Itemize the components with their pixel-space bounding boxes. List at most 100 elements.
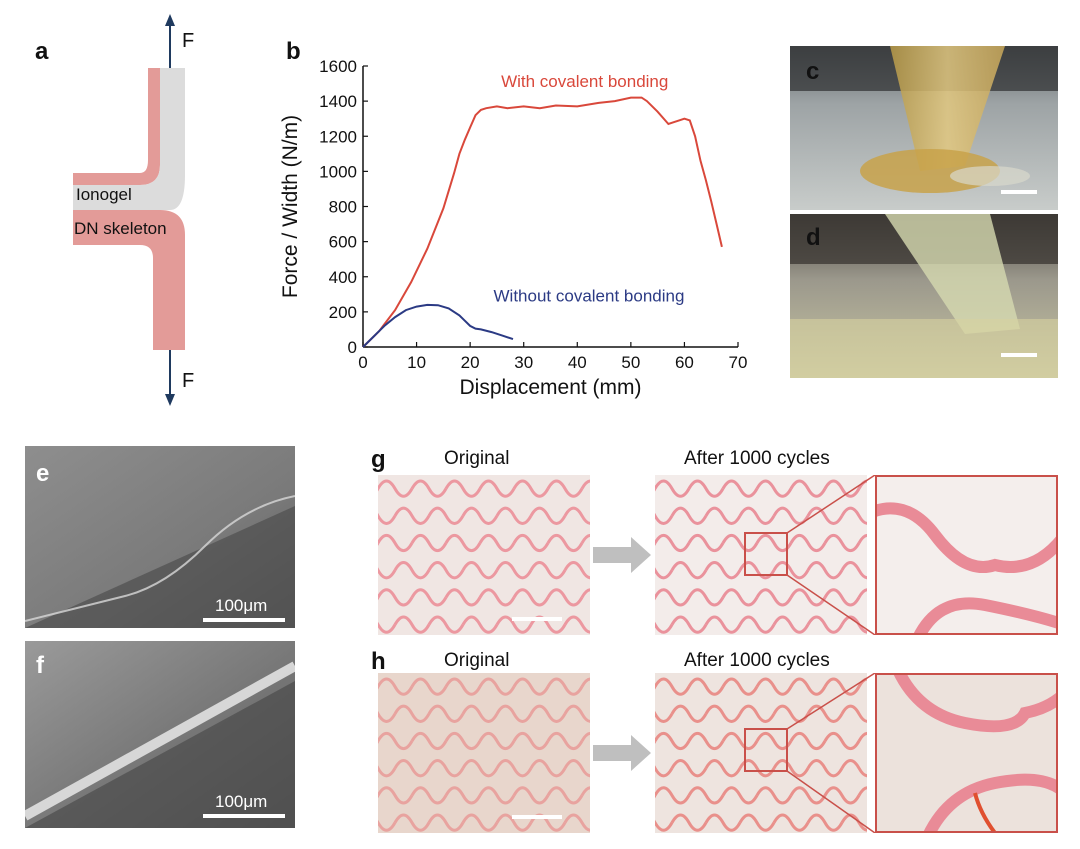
- serpentine-trace: [427, 615, 465, 634]
- serpentine-trace: [823, 786, 861, 805]
- serpentine-trace: [687, 479, 725, 498]
- y-tick-label: 1600: [319, 57, 357, 76]
- serpentine-trace: [721, 786, 759, 805]
- serpentine-trace: [478, 533, 516, 553]
- serpentine-trace: [378, 567, 397, 580]
- serpentine-trace: [655, 786, 691, 805]
- skeleton-label: DN skeleton: [74, 219, 167, 238]
- serpentine-trace: [857, 588, 867, 599]
- serpentine-trace: [580, 786, 590, 797]
- serpentine-trace: [755, 677, 793, 696]
- x-tick-label: 30: [514, 353, 533, 372]
- serpentine-trace: [687, 731, 725, 751]
- serpentine-trace: [410, 588, 448, 607]
- serpentine-trace: [580, 731, 590, 742]
- serpentine-trace: [495, 813, 533, 832]
- serpentine-trace: [789, 479, 827, 498]
- y-tick-label: 1000: [319, 162, 357, 181]
- serpentine-trace: [580, 533, 590, 544]
- serpentine-trace: [655, 512, 674, 525]
- serpentine-trace: [655, 588, 691, 607]
- serpentine-trace: [512, 677, 550, 696]
- serpentine-trace: [580, 588, 590, 599]
- panel-label-a: a: [35, 38, 49, 65]
- series-line-1: [362, 303, 514, 348]
- h-arrow: [593, 735, 651, 771]
- g-after-image: [655, 475, 867, 635]
- serpentine-trace: [857, 786, 867, 797]
- serpentine-trace: [427, 759, 465, 778]
- serpentine-trace: [495, 506, 533, 525]
- serpentine-trace: [789, 786, 827, 805]
- serpentine-trace: [687, 677, 725, 696]
- sem-image-e: 100μm: [25, 446, 295, 628]
- serpentine-trace: [512, 731, 550, 751]
- serpentine-trace: [378, 819, 397, 832]
- ionogel-layer-shape: [73, 68, 185, 210]
- serpentine-trace: [378, 765, 397, 778]
- serpentine-trace: [806, 704, 844, 723]
- serpentine-trace: [546, 731, 584, 751]
- serpentine-trace: [772, 813, 810, 832]
- x-tick-label: 0: [358, 353, 367, 372]
- serpentine-trace: [840, 506, 867, 525]
- x-tick-label: 50: [621, 353, 640, 372]
- serpentine-trace: [806, 615, 844, 634]
- skeleton-bottom-shape: [73, 210, 185, 350]
- serpentine-trace: [738, 615, 776, 634]
- serpentine-trace: [823, 533, 861, 553]
- serpentine-trace: [378, 588, 414, 607]
- serpentine-trace: [563, 506, 590, 525]
- x-tick-label: 70: [729, 353, 748, 372]
- panel-label-f: f: [36, 652, 44, 679]
- serpentine-trace: [495, 561, 533, 580]
- serpentine-trace: [857, 731, 867, 742]
- serpentine-trace: [721, 731, 759, 751]
- serpentine-trace: [580, 479, 590, 490]
- serpentine-trace: [478, 786, 516, 805]
- g-original-image: [378, 475, 590, 635]
- series-label-1: Without covalent bonding: [494, 286, 685, 305]
- x-tick-label: 20: [461, 353, 480, 372]
- serpentine-trace: [823, 588, 861, 607]
- serpentine-trace: [410, 731, 448, 751]
- serpentine-trace: [444, 588, 482, 607]
- serpentine-trace: [563, 704, 590, 723]
- force-label-top: F: [182, 30, 195, 52]
- serpentine-trace: [580, 677, 590, 688]
- serpentine-trace: [738, 704, 776, 723]
- serpentine-trace: [670, 704, 708, 723]
- serpentine-trace: [461, 704, 499, 723]
- serpentine-trace: [670, 561, 708, 580]
- serpentine-trace: [529, 704, 567, 723]
- serpentine-trace: [857, 533, 867, 544]
- y-tick-label: 600: [329, 233, 357, 252]
- h-original-image: [378, 673, 590, 833]
- serpentine-trace: [772, 704, 810, 723]
- peel-force-chart: 0 10 20 30 40 50 60 70 0 200 400 600 800 1000 1200 1400…: [279, 57, 748, 399]
- serpentine-trace: [512, 533, 550, 553]
- serpentine-trace: [670, 759, 708, 778]
- serpentine-trace: [378, 479, 414, 498]
- g-original-label: Original: [444, 448, 510, 469]
- serpentine-trace: [444, 479, 482, 498]
- serpentine-trace: [806, 561, 844, 580]
- h-zoom-image: [875, 673, 1058, 833]
- serpentine-trace: [806, 759, 844, 778]
- serpentine-trace: [444, 677, 482, 696]
- y-tick-label: 400: [329, 268, 357, 287]
- serpentine-trace: [427, 506, 465, 525]
- serpentine-trace: [687, 533, 725, 553]
- serpentine-trace: [789, 588, 827, 607]
- bottom-force-arrowhead: [165, 394, 175, 406]
- y-axis-title: Force / Width (N/m): [279, 115, 302, 298]
- serpentine-trace: [461, 759, 499, 778]
- series-line-0: [362, 96, 723, 348]
- serpentine-trace: [410, 786, 448, 805]
- serpentine-trace: [478, 479, 516, 498]
- serpentine-trace: [655, 819, 674, 832]
- serpentine-trace: [478, 731, 516, 751]
- serpentine-trace: [495, 704, 533, 723]
- serpentine-trace: [393, 813, 431, 832]
- scale-label-f: 100μm: [215, 792, 268, 811]
